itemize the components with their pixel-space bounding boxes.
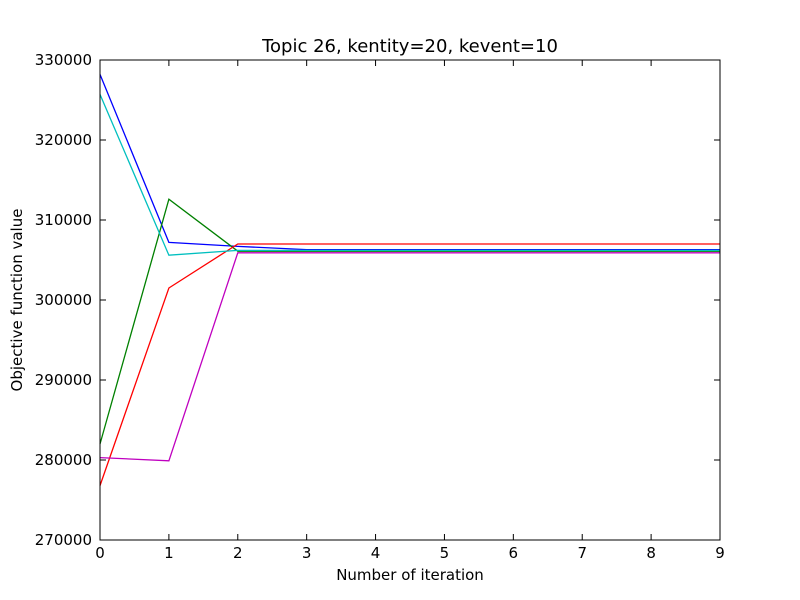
plot-area — [100, 60, 720, 540]
x-tick-label: 3 — [302, 544, 312, 562]
x-tick-label: 4 — [371, 544, 381, 562]
x-tick-label: 5 — [440, 544, 450, 562]
series-line-3 — [99, 243, 720, 486]
series-line-5 — [99, 252, 720, 462]
x-tick-label: 7 — [577, 544, 587, 562]
y-tick-label: 290000 — [35, 371, 92, 389]
y-tick-label: 280000 — [35, 451, 92, 469]
series-line-1 — [99, 74, 720, 251]
series-line-4 — [99, 94, 720, 256]
x-tick-label: 1 — [164, 544, 174, 562]
x-tick-label: 6 — [509, 544, 519, 562]
y-tick-label: 310000 — [35, 211, 92, 229]
y-axis-label: Objective function value — [8, 209, 26, 392]
series-line-2 — [99, 198, 720, 445]
series-group — [99, 74, 720, 486]
y-tick-label: 330000 — [35, 51, 92, 69]
y-tick-label: 320000 — [35, 131, 92, 149]
x-tick-label: 2 — [233, 544, 243, 562]
chart-title: Topic 26, kentity=20, kevent=10 — [261, 36, 558, 57]
x-tick-label: 9 — [715, 544, 725, 562]
y-tick-label: 300000 — [35, 291, 92, 309]
plot-background — [100, 60, 720, 540]
y-tick-label: 270000 — [35, 531, 92, 549]
axes-group: 0 1 2 3 4 5 6 7 8 9 270000 280000 290000 300000 310000… — [35, 51, 725, 562]
x-tick-label: 8 — [646, 544, 656, 562]
x-tick-label: 0 — [95, 544, 105, 562]
x-axis-label: Number of iteration — [336, 566, 484, 584]
